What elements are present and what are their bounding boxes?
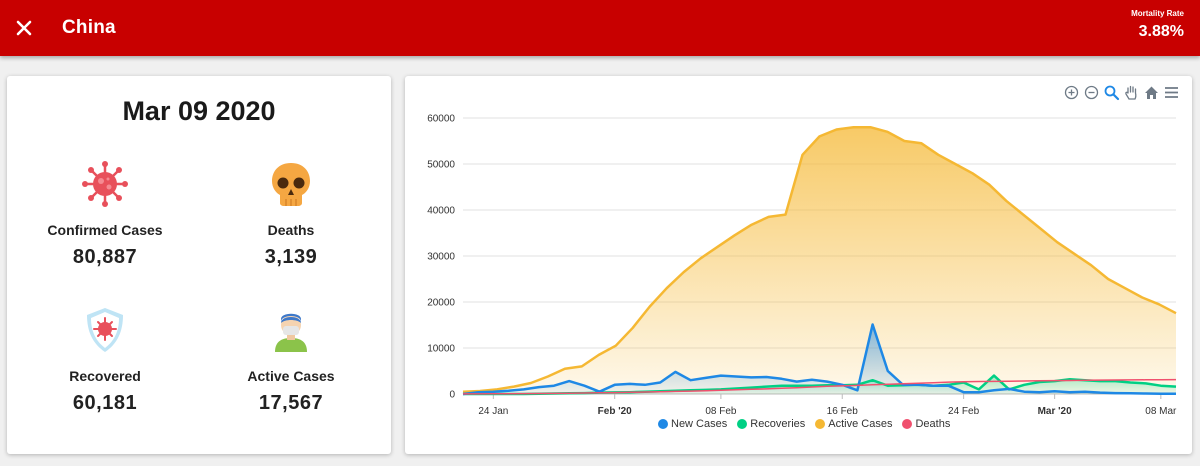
confirmed-value: 80,887 xyxy=(72,246,138,268)
confirmed-label: Confirmed Cases xyxy=(47,222,163,238)
deaths-label: Deaths xyxy=(267,222,315,238)
x-tick-label: 08 Mar xyxy=(1145,406,1177,417)
zoom-select-button[interactable] xyxy=(1103,84,1120,101)
summary-card: Mar 09 2020 Confirmed Cases 80,887 xyxy=(7,76,391,454)
page-title: China xyxy=(62,17,116,38)
legend-label: Deaths xyxy=(915,418,951,430)
x-tick-label: 24 Jan xyxy=(478,406,508,417)
stat-confirmed: Confirmed Cases 80,887 xyxy=(15,160,195,269)
skull-icon xyxy=(272,163,310,206)
legend-marker xyxy=(902,419,913,429)
chart-toolbar xyxy=(1063,84,1180,101)
chart-legend: New Cases Recoveries Active Cases Deaths xyxy=(658,418,950,430)
mortality-rate: Mortality Rate 3.88% xyxy=(1131,9,1184,41)
stat-deaths: Deaths 3,139 xyxy=(201,160,381,269)
close-icon xyxy=(16,20,32,36)
y-tick-label: 0 xyxy=(449,390,455,401)
y-tick-label: 60000 xyxy=(427,114,455,125)
virus-icon xyxy=(82,161,128,207)
cases-chart: 0 10000 20000 30000 40000 50000 60000 24 Jan Feb… xyxy=(427,114,1177,418)
stat-recovered: Recovered 60,181 xyxy=(15,306,195,415)
magnifier-icon xyxy=(1104,85,1120,101)
recovered-value: 60,181 xyxy=(72,392,138,414)
report-date: Mar 09 2020 xyxy=(122,96,276,126)
zoom-in-icon xyxy=(1064,85,1079,100)
x-tick-label: 08 Feb xyxy=(705,406,737,417)
home-icon xyxy=(1145,86,1158,99)
shield-virus-icon xyxy=(87,308,123,352)
mortality-rate-value: 3.88% xyxy=(1138,23,1184,40)
y-tick-label: 40000 xyxy=(427,206,455,217)
active-cases-area xyxy=(463,127,1176,394)
active-value: 17,567 xyxy=(258,392,324,414)
x-tick-label: 24 Feb xyxy=(948,406,980,417)
legend-active-cases[interactable]: Active Cases xyxy=(815,418,892,430)
mortality-rate-label: Mortality Rate xyxy=(1131,9,1184,18)
pan-button[interactable] xyxy=(1123,84,1140,101)
menu-icon xyxy=(1165,87,1178,98)
legend-label: Active Cases xyxy=(828,418,893,430)
legend-recoveries[interactable]: Recoveries xyxy=(737,418,805,430)
deaths-line xyxy=(463,378,1177,395)
reset-zoom-button[interactable] xyxy=(1143,84,1160,101)
legend-deaths[interactable]: Deaths xyxy=(902,418,950,430)
x-tick-label: Feb '20 xyxy=(598,406,632,417)
legend-marker xyxy=(815,419,826,429)
y-tick-label: 20000 xyxy=(427,298,455,309)
active-label: Active Cases xyxy=(247,368,335,384)
stat-active: Active Cases 17,567 xyxy=(201,306,381,415)
new-cases-line xyxy=(462,323,1176,396)
legend-label: Recoveries xyxy=(750,418,806,430)
active-cases-line xyxy=(462,125,1177,393)
y-tick-label: 30000 xyxy=(427,252,455,263)
chart-menu-button[interactable] xyxy=(1163,84,1180,101)
zoom-in-button[interactable] xyxy=(1063,84,1080,101)
x-tick-label: Mar '20 xyxy=(1038,406,1073,417)
y-tick-label: 10000 xyxy=(427,344,455,355)
y-tick-label: 50000 xyxy=(427,160,455,171)
recovered-label: Recovered xyxy=(69,368,141,384)
deaths-value: 3,139 xyxy=(264,246,318,268)
legend-marker xyxy=(658,419,668,429)
chart-card: 0 10000 20000 30000 40000 50000 60000 24 Jan Feb… xyxy=(405,76,1192,454)
pan-hand-icon xyxy=(1125,85,1137,100)
legend-new-cases[interactable]: New Cases xyxy=(658,418,727,430)
legend-marker xyxy=(737,419,748,429)
zoom-out-icon xyxy=(1084,85,1099,100)
masked-person-icon xyxy=(275,313,307,352)
legend-label: New Cases xyxy=(671,418,728,430)
x-tick-label: 16 Feb xyxy=(827,406,859,417)
close-button[interactable] xyxy=(10,14,38,42)
app-header: China Mortality Rate 3.88% xyxy=(0,0,1200,56)
zoom-out-button[interactable] xyxy=(1083,84,1100,101)
